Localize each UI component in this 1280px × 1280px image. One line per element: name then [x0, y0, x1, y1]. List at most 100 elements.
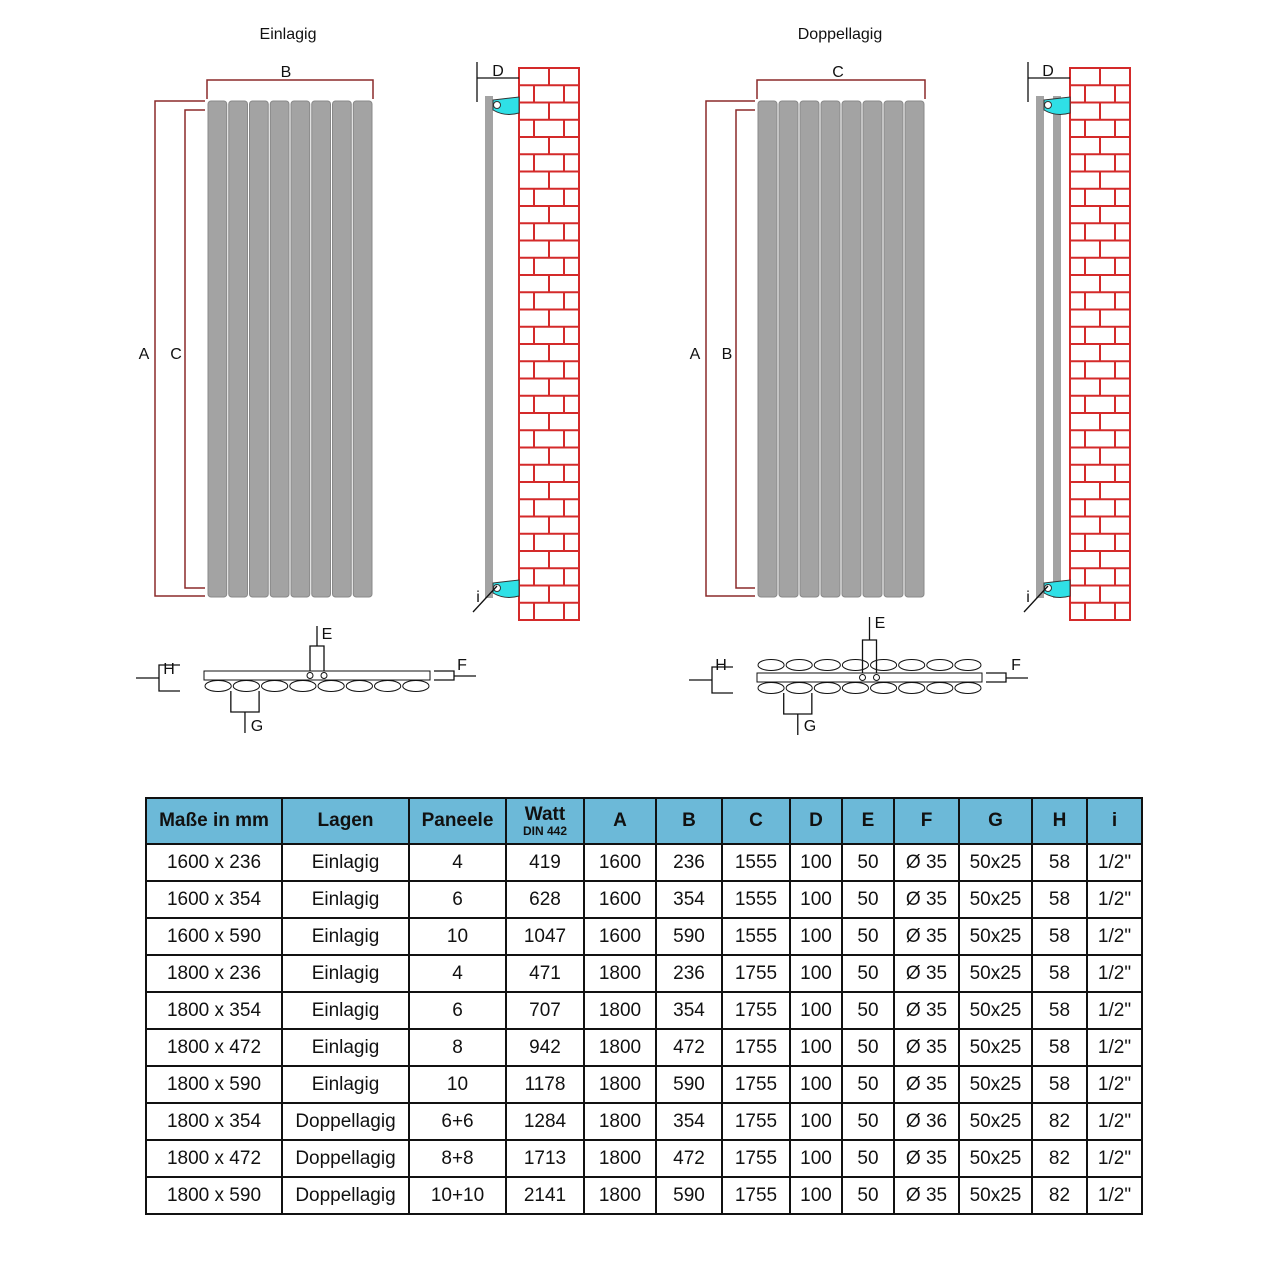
- table-row: 1800 x 354 Einlagig 6 707 1800 354 1755 100 50 Ø …: [145, 991, 1143, 1030]
- table-cell: 6+6: [408, 1102, 507, 1141]
- table-cell: 58: [1031, 843, 1088, 882]
- table-row: 1600 x 354 Einlagig 6 628 1600 354 1555 100 50 Ø …: [145, 880, 1143, 919]
- table-row: 1800 x 590 Doppellagig 10+10 2141 1800 590 175…: [145, 1176, 1143, 1215]
- table-cell: 50: [841, 880, 895, 919]
- table-cell: 1800: [583, 991, 657, 1030]
- wall-mount-bracket: [1043, 96, 1071, 115]
- dim-label-h: H: [715, 657, 727, 674]
- table-cell: 50x25: [958, 1102, 1033, 1141]
- radiator-panel: [269, 100, 290, 598]
- dim-label-e: E: [322, 626, 333, 643]
- table-cell: 50: [841, 1065, 895, 1104]
- brick-wall: [1069, 67, 1131, 621]
- table-cell: 58: [1031, 917, 1088, 956]
- table-cell: 50: [841, 991, 895, 1030]
- table-cell: 100: [789, 991, 843, 1030]
- valve-pointer-line: [1023, 585, 1049, 613]
- table-cell: 354: [655, 1102, 723, 1141]
- table-cell: 4: [408, 843, 507, 882]
- table-cell: 1/2": [1086, 1028, 1143, 1067]
- panel-cross-section: [232, 680, 260, 692]
- radiator-panel: [757, 100, 778, 598]
- table-cell: 58: [1031, 991, 1088, 1030]
- column-header: B: [655, 797, 723, 845]
- table-cell: 1600: [583, 880, 657, 919]
- dim-label-i: i: [476, 589, 480, 606]
- panel-cross-section: [898, 682, 926, 694]
- table-cell: 1800: [583, 1176, 657, 1215]
- table-cell: 100: [789, 1176, 843, 1215]
- table-cell: Ø 35: [893, 917, 960, 956]
- dimensions-table: Maße in mm Lagen Paneele Watt DIN 442 A B C D E F G…: [145, 797, 1143, 1215]
- pipe-connection: [859, 674, 866, 681]
- table-cell: Einlagig: [281, 880, 410, 919]
- table-cell: 50: [841, 917, 895, 956]
- column-header: H: [1031, 797, 1088, 845]
- table-row: 1600 x 236 Einlagig 4 419 1600 236 1555 100 50 Ø …: [145, 843, 1143, 882]
- panel-cross-section: [813, 682, 841, 694]
- table-cell: Ø 35: [893, 843, 960, 882]
- table-cell: Ø 35: [893, 1139, 960, 1178]
- table-cell: 1755: [721, 1102, 791, 1141]
- panel-cross-section: [954, 682, 982, 694]
- title-doppellagig: Doppellagig: [798, 26, 883, 43]
- table-cell: 50: [841, 954, 895, 993]
- table-cell: 50x25: [958, 1028, 1033, 1067]
- single-layer-front-view: [136, 62, 580, 733]
- column-header: A: [583, 797, 657, 845]
- table-cell: 1/2": [1086, 1139, 1143, 1178]
- table-row: 1600 x 590 Einlagig 10 1047 1600 590 1555 100 50…: [145, 917, 1143, 956]
- table-cell: 1800 x 472: [145, 1028, 283, 1067]
- dimension-bracket: [154, 100, 205, 597]
- mount-bolt: [493, 101, 501, 109]
- table-cell: 1800 x 590: [145, 1065, 283, 1104]
- table-cell: 1800: [583, 1028, 657, 1067]
- table-cell: 1800 x 590: [145, 1176, 283, 1215]
- watt-standard: DIN 442: [522, 824, 568, 838]
- table-cell: 10: [408, 917, 507, 956]
- table-cell: 590: [655, 1065, 723, 1104]
- table-cell: Ø 35: [893, 1028, 960, 1067]
- panel-cross-section: [926, 659, 954, 671]
- table-cell: 50: [841, 1176, 895, 1215]
- dim-label-f: F: [1011, 657, 1021, 674]
- table-cell: Ø 35: [893, 1176, 960, 1215]
- table-cell: 50x25: [958, 954, 1033, 993]
- table-cell: Doppellagig: [281, 1176, 410, 1215]
- table-cell: Ø 35: [893, 880, 960, 919]
- table-cell: 58: [1031, 1065, 1088, 1104]
- dimension-line: [783, 693, 813, 715]
- pipe-connection: [306, 672, 314, 679]
- radiator-panel: [799, 100, 820, 598]
- table-cell: 1755: [721, 1028, 791, 1067]
- panel-cross-section: [785, 659, 813, 671]
- dimension-bracket: [705, 100, 755, 597]
- panel-cross-section: [926, 682, 954, 694]
- table-cell: 472: [655, 1028, 723, 1067]
- table-cell: Einlagig: [281, 917, 410, 956]
- table-header-row: Maße in mm Lagen Paneele Watt DIN 442 A B C D E F G…: [145, 797, 1143, 845]
- dimension-line: [230, 691, 260, 713]
- panel-cross-section: [813, 659, 841, 671]
- table-cell: 472: [655, 1139, 723, 1178]
- table-cell: 1800 x 236: [145, 954, 283, 993]
- dim-label-a: A: [139, 346, 150, 363]
- dimension-bracket: [206, 79, 374, 99]
- table-row: 1800 x 590 Einlagig 10 1178 1800 590 1755 100 50…: [145, 1065, 1143, 1104]
- radiator-panel: [841, 100, 862, 598]
- wall-mount-bracket: [1043, 579, 1071, 598]
- panel-cross-section: [785, 682, 813, 694]
- panel-cross-section: [954, 659, 982, 671]
- radiator-panel: [207, 100, 228, 598]
- table-cell: 100: [789, 1102, 843, 1141]
- panel-cross-section: [841, 659, 869, 671]
- table-cell: 6: [408, 880, 507, 919]
- panel-cross-section: [317, 680, 345, 692]
- table-cell: Einlagig: [281, 954, 410, 993]
- radiator-panel: [332, 100, 352, 598]
- top-view-collector: [756, 672, 983, 683]
- dim-label-e: E: [875, 615, 886, 632]
- table-cell: 50x25: [958, 1176, 1033, 1215]
- dim-label-i: i: [1026, 589, 1030, 606]
- column-header: D: [789, 797, 843, 845]
